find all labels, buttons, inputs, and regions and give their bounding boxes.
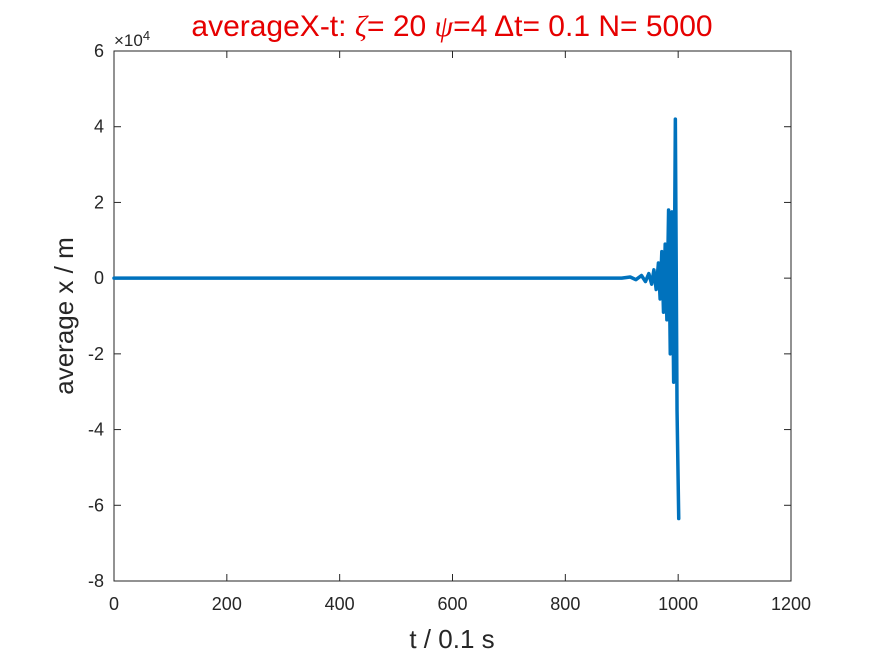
x-tick-label: 0 xyxy=(109,594,119,614)
x-axis: 0 200 400 600 800 1000 1200 xyxy=(109,51,811,614)
y-tick-label: 0 xyxy=(94,268,104,288)
series-lines xyxy=(112,117,681,521)
y-axis: -8 -6 -4 -2 0 2 4 6 xyxy=(88,41,791,591)
x-tick-label: 1200 xyxy=(771,594,811,614)
y-tick-label: 6 xyxy=(94,41,104,61)
x-tick-label: 800 xyxy=(550,594,580,614)
plot-area xyxy=(113,50,792,582)
y-tick-label: 2 xyxy=(94,192,104,212)
y-tick-label: 4 xyxy=(94,117,104,137)
y-axis-label: average x / m xyxy=(49,237,79,395)
y-tick-label: -8 xyxy=(88,571,104,591)
x-tick-label: 400 xyxy=(325,594,355,614)
x-axis-label: t / 0.1 s xyxy=(409,624,494,654)
x-tick-label: 600 xyxy=(437,594,467,614)
y-tick-label: -6 xyxy=(88,495,104,515)
y-tick-label: -4 xyxy=(88,420,104,440)
x-tick-label: 200 xyxy=(212,594,242,614)
y-exponent-label: ×104 xyxy=(114,28,150,50)
x-tick-label: 1000 xyxy=(658,594,698,614)
series-line xyxy=(112,117,681,521)
y-tick-label: -2 xyxy=(88,344,104,364)
chart-title: averageX-t: ζ= 20 ψ=4 Δt= 0.1 N= 5000 xyxy=(191,10,712,43)
